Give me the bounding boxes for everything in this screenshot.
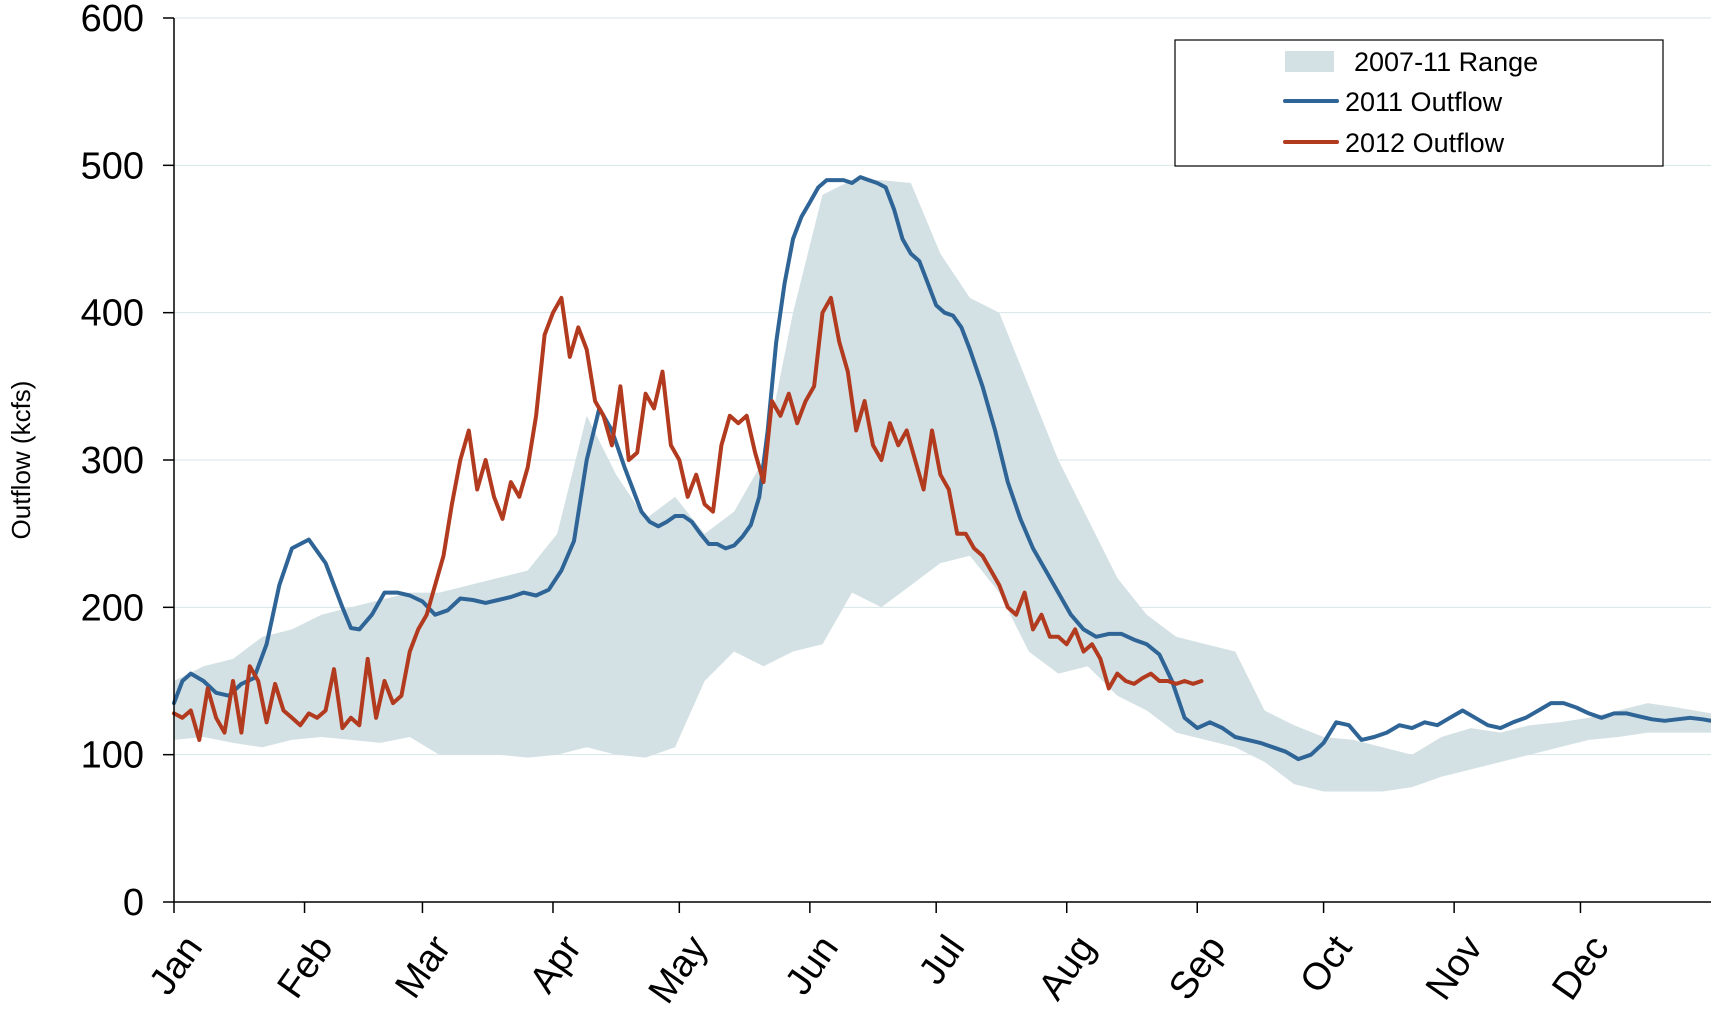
legend-swatch-range (1285, 51, 1334, 72)
series-line-2011-outflow (172, 175, 1711, 762)
y-tick-label-500: 500 (81, 145, 144, 187)
legend-box (1174, 39, 1664, 167)
x-tick-label-aug: Aug (1031, 928, 1104, 1007)
x-tick-label-nov: Nov (1418, 928, 1491, 1007)
x-tick-label-sep: Sep (1161, 928, 1234, 1007)
x-tick-label-apr: Apr (522, 928, 591, 1001)
y-tick-labels: 0 100 200 300 400 500 600 (81, 0, 144, 924)
range-band-layer (174, 180, 1711, 792)
x-tick-label-oct: Oct (1292, 928, 1361, 1001)
legend: 2007-11 Range 2011 Outflow 2012 Outflow (1174, 39, 1664, 167)
x-tick-label-jul: Jul (911, 928, 973, 992)
series-lines-layer (172, 175, 1711, 762)
x-tick-labels: Jan Feb Mar Apr May Jun Jul Aug Sep Oct Nov Dec (141, 928, 1617, 1011)
legend-label-0: 2007-11 Range (1354, 47, 1538, 77)
legend-label-2: 2012 Outflow (1345, 128, 1505, 158)
y-tick-label-600: 600 (81, 0, 144, 40)
y-tick-label-400: 400 (81, 293, 144, 335)
range-band-area (174, 180, 1711, 792)
y-axis-title: Outflow (kcfs) (6, 381, 36, 540)
y-tick-label-200: 200 (81, 587, 144, 629)
x-tick-label-dec: Dec (1544, 928, 1617, 1007)
series-line-2012-outflow (172, 295, 1204, 742)
y-tick-label-300: 300 (81, 440, 144, 482)
legend-label-1: 2011 Outflow (1345, 87, 1503, 117)
y-tick-label-0: 0 (123, 882, 144, 924)
x-tick-label-mar: Mar (388, 928, 460, 1006)
x-tick-label-jun: Jun (777, 928, 847, 1002)
axes-layer (163, 17, 1711, 913)
y-tick-label-100: 100 (81, 735, 144, 777)
x-tick-label-feb: Feb (270, 928, 342, 1006)
x-tick-label-may: May (641, 928, 717, 1011)
x-tick-label-jan: Jan (141, 928, 211, 1002)
